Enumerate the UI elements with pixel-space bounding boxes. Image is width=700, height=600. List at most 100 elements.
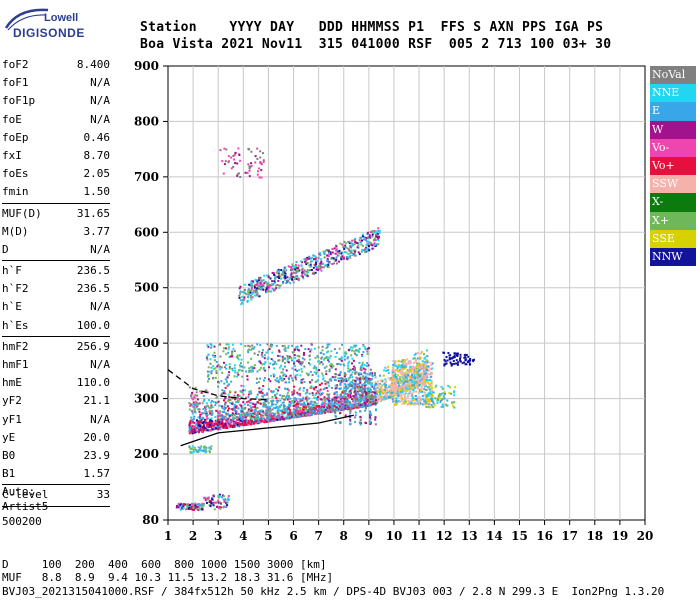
echo-point bbox=[427, 398, 430, 401]
echo-point bbox=[227, 400, 230, 403]
echo-point bbox=[295, 346, 298, 349]
echo-point bbox=[314, 258, 317, 261]
x-tick-label: 14 bbox=[486, 529, 503, 543]
echo-point bbox=[199, 390, 202, 393]
echo-point bbox=[348, 405, 351, 408]
echo-point bbox=[237, 416, 240, 419]
echo-point bbox=[233, 423, 236, 426]
echo-point bbox=[237, 172, 240, 175]
echo-point bbox=[261, 417, 264, 420]
echo-point bbox=[264, 400, 267, 403]
x-tick-label: 9 bbox=[365, 529, 373, 543]
echo-point bbox=[353, 416, 356, 419]
echo-point bbox=[409, 365, 412, 368]
echo-point bbox=[418, 402, 420, 405]
echo-point bbox=[334, 402, 337, 405]
echo-point bbox=[250, 357, 253, 360]
echo-point bbox=[375, 397, 378, 400]
echo-point bbox=[197, 503, 200, 506]
echo-point bbox=[326, 381, 329, 384]
echo-point bbox=[260, 366, 263, 369]
echo-point bbox=[250, 348, 253, 351]
echo-point bbox=[413, 382, 416, 384]
echo-point bbox=[256, 401, 259, 404]
echo-point bbox=[282, 272, 284, 275]
echo-point bbox=[453, 394, 456, 397]
echo-point bbox=[395, 393, 398, 396]
echo-point bbox=[219, 394, 222, 397]
echo-point bbox=[265, 398, 268, 401]
echo-point bbox=[340, 256, 342, 259]
echo-point bbox=[218, 343, 221, 346]
echo-point bbox=[303, 260, 306, 263]
echo-point bbox=[321, 349, 324, 352]
echo-point bbox=[201, 402, 204, 405]
echo-point bbox=[390, 391, 393, 394]
echo-point bbox=[296, 270, 299, 273]
echo-point bbox=[244, 406, 247, 409]
echo-point bbox=[266, 358, 269, 361]
echo-point bbox=[275, 362, 278, 365]
echo-point bbox=[324, 404, 326, 407]
echo-point bbox=[351, 371, 354, 374]
echo-point bbox=[316, 266, 319, 268]
echo-point bbox=[315, 372, 318, 375]
echo-point bbox=[308, 413, 311, 416]
echo-point bbox=[225, 353, 228, 356]
echo-point bbox=[374, 376, 377, 379]
echo-point bbox=[402, 397, 405, 400]
echo-point bbox=[339, 358, 342, 361]
echo-point bbox=[327, 411, 330, 414]
echo-point bbox=[399, 391, 402, 394]
echo-point bbox=[267, 415, 270, 418]
echo-point bbox=[320, 260, 323, 263]
echo-point bbox=[431, 400, 434, 403]
echo-point bbox=[394, 391, 397, 394]
echo-point bbox=[333, 404, 336, 407]
echo-point bbox=[308, 362, 310, 365]
echo-point bbox=[351, 357, 354, 360]
echo-point bbox=[347, 407, 350, 409]
echo-point bbox=[354, 398, 357, 401]
echo-point bbox=[238, 425, 241, 428]
echo-point bbox=[201, 427, 204, 430]
echo-point bbox=[425, 370, 428, 373]
echo-point bbox=[277, 268, 280, 271]
echo-point bbox=[305, 274, 308, 277]
echo-point bbox=[329, 251, 332, 254]
echo-point bbox=[398, 386, 401, 389]
echo-point bbox=[322, 378, 325, 381]
echo-point bbox=[285, 410, 288, 413]
echo-point bbox=[202, 408, 205, 410]
echo-point bbox=[416, 373, 419, 376]
echo-point bbox=[213, 345, 216, 348]
echo-point bbox=[216, 401, 219, 404]
echo-point bbox=[343, 355, 346, 358]
echo-point bbox=[208, 447, 211, 450]
echo-point bbox=[315, 263, 318, 266]
echo-point bbox=[396, 367, 399, 370]
echo-point bbox=[325, 264, 328, 266]
echo-point bbox=[250, 406, 253, 409]
echo-point bbox=[198, 415, 201, 418]
echo-point bbox=[193, 446, 196, 449]
echo-point bbox=[219, 507, 222, 510]
echo-point bbox=[263, 379, 265, 382]
echo-point bbox=[276, 399, 279, 402]
echo-point bbox=[358, 239, 361, 242]
echo-point bbox=[227, 398, 230, 401]
echo-point bbox=[411, 397, 414, 400]
echo-point bbox=[327, 359, 330, 362]
echo-point bbox=[348, 349, 350, 352]
echo-point bbox=[254, 294, 256, 297]
echo-point bbox=[458, 359, 461, 362]
echo-point bbox=[258, 413, 261, 415]
echo-point bbox=[302, 396, 305, 399]
echo-point bbox=[222, 415, 225, 418]
echo-point bbox=[376, 234, 379, 237]
echo-point bbox=[295, 397, 298, 400]
echo-point bbox=[398, 381, 401, 384]
echo-point bbox=[254, 283, 257, 286]
echo-point bbox=[442, 405, 445, 408]
echo-point bbox=[422, 371, 425, 374]
